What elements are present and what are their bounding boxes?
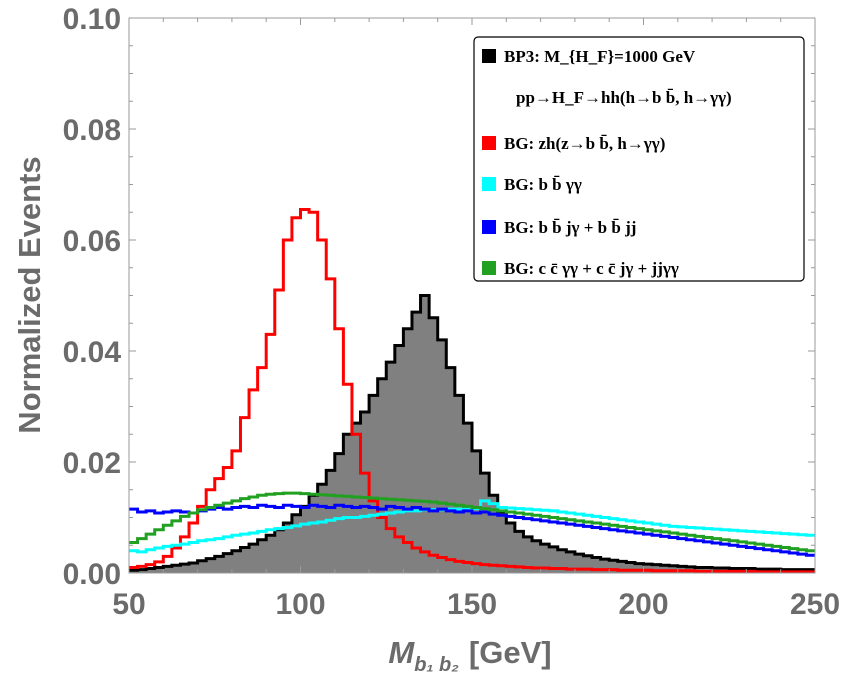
x-axis-title: Mb₁ b₂ [GeV]	[388, 635, 551, 673]
legend-entry-zh: BG: zh(z→b b̄, h→γγ)	[504, 134, 665, 153]
legend-box	[473, 36, 805, 282]
x-tick-label: 200	[618, 588, 668, 621]
series-1-histogram	[129, 207, 815, 574]
legend-swatch-ccaa	[482, 261, 496, 275]
chart-legend: BP3: M_{H_F}=1000 GeV pp→H_F→hh(h→b b̄, …	[473, 36, 805, 282]
chart-series	[129, 207, 815, 574]
x-tick-label: 150	[447, 588, 497, 621]
axis-ticks: 0.00 0.02 0.04 0.06 0.08 0.10 50 100 150 200 250	[63, 3, 840, 621]
y-axis-title: Normalized Events	[12, 156, 47, 433]
legend-entry-bbaa: BG: b b̄ γγ	[504, 175, 582, 194]
legend-swatch-bbaa	[482, 177, 496, 191]
legend-entry-bbja: BG: b b̄ jγ + b b̄ jj	[504, 218, 636, 237]
legend-swatch-bbja	[482, 220, 496, 234]
series-4-histogram	[129, 491, 815, 553]
x-tick-label: 100	[275, 588, 325, 621]
legend-swatch-zh	[482, 136, 496, 150]
y-tick-label: 0.04	[63, 336, 122, 369]
y-tick-label: 0.06	[63, 225, 121, 258]
x-axis-title-main: M	[388, 635, 415, 670]
x-tick-label: 50	[112, 588, 145, 621]
legend-swatch-bp3	[482, 49, 496, 63]
y-tick-label: 0.08	[63, 114, 121, 147]
series-3-histogram	[129, 503, 815, 557]
y-tick-label: 0.10	[63, 3, 121, 36]
x-tick-label: 250	[790, 588, 840, 621]
legend-entry-bp3: BP3: M_{H_F}=1000 GeV	[504, 47, 696, 66]
x-axis-title-subscript: b₁ b₂	[414, 654, 459, 673]
series-0-histogram	[129, 294, 815, 572]
y-tick-label: 0.00	[63, 558, 121, 591]
x-axis-title-unit: [GeV]	[469, 635, 552, 670]
series-2-histogram	[129, 499, 815, 554]
y-tick-label: 0.02	[63, 447, 121, 480]
legend-entry-bp3-process: pp→H_F→hh(h→b b̄, h→γγ)	[516, 88, 732, 107]
legend-entry-ccaa: BG: c c̄ γγ + c c̄ jγ + jjγγ	[504, 259, 679, 278]
